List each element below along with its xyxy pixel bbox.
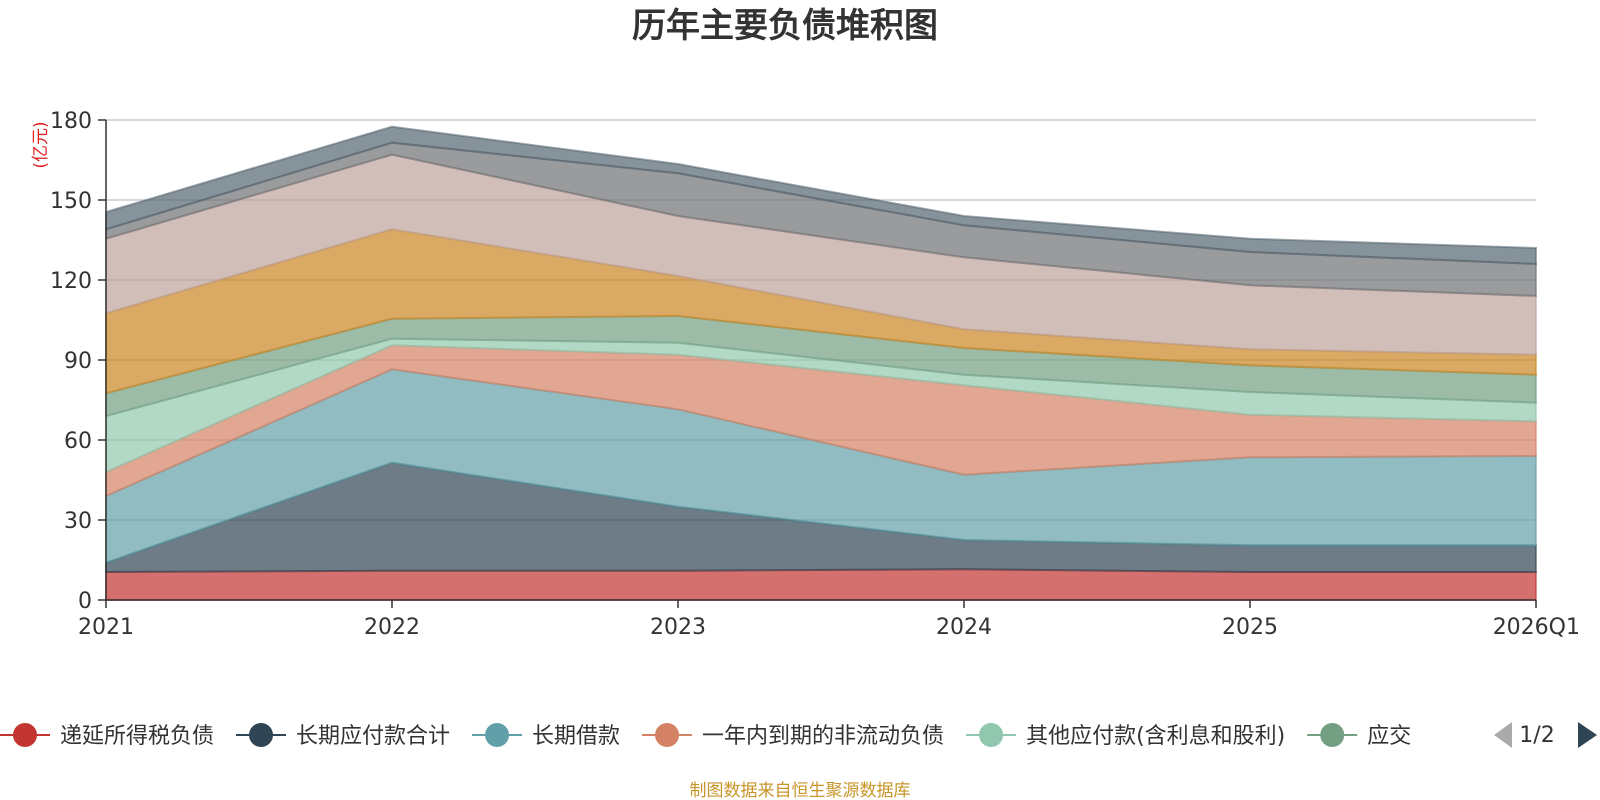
y-axis-unit: (亿元) <box>31 121 51 168</box>
legend-item[interactable]: 长期应付款合计 <box>236 723 450 749</box>
area-series-1[interactable] <box>105 568 1537 601</box>
legend-marker <box>979 723 1004 747</box>
legend-prev-icon[interactable] <box>1494 722 1512 748</box>
legend-item[interactable]: 应交 <box>1307 723 1411 749</box>
legend-label: 应交 <box>1367 724 1411 749</box>
legend-label: 一年内到期的非流动负债 <box>702 724 944 749</box>
x-tick-label: 2021 <box>78 615 134 640</box>
x-tick-label: 2023 <box>650 615 706 640</box>
area-series-10[interactable] <box>105 125 1537 266</box>
legend-page-indicator: 1/2 <box>1519 723 1554 748</box>
legend-next-icon[interactable] <box>1578 722 1597 748</box>
legend-label: 长期借款 <box>532 724 620 749</box>
x-tick-label: 2025 <box>1222 615 1278 640</box>
y-tick-label: 150 <box>50 189 92 214</box>
legend: 递延所得税负债 长期应付款合计 长期借款 一年内到期的非流动负债 其他应付款(含利息和股… <box>0 722 1597 749</box>
legend-item[interactable]: 递延所得税负债 <box>0 723 214 749</box>
y-tick-label: 180 <box>50 109 92 134</box>
source-note: 制图数据来自恒生聚源数据库 <box>690 781 911 800</box>
legend-marker <box>13 723 37 747</box>
y-tick-label: 60 <box>64 429 92 454</box>
legend-marker <box>249 723 274 747</box>
y-tick-label: 90 <box>64 349 92 374</box>
legend-marker <box>1320 723 1345 747</box>
x-tick-label: 2026Q1 <box>1493 615 1580 640</box>
legend-item[interactable]: 一年内到期的非流动负债 <box>642 723 944 749</box>
x-tick-label: 2022 <box>364 615 420 640</box>
y-tick-label: 120 <box>50 269 92 294</box>
chart-title: 历年主要负债堆积图 <box>632 6 938 46</box>
legend-marker <box>485 723 510 747</box>
legend-label: 长期应付款合计 <box>296 724 450 749</box>
x-tick-label: 2024 <box>936 615 992 640</box>
legend-item[interactable]: 长期借款 <box>472 723 620 749</box>
legend-item[interactable]: 其他应付款(含利息和股利) <box>966 723 1285 749</box>
area-series <box>105 125 1537 601</box>
legend-marker <box>655 723 680 747</box>
x-axis-ticks: 2021 2022 2023 2024 2025 2026Q1 <box>78 600 1580 640</box>
legend-label: 其他应付款(含利息和股利) <box>1026 724 1285 749</box>
legend-label: 递延所得税负债 <box>60 724 214 749</box>
y-axis-ticks: 0 30 60 90 120 150 180 <box>50 109 106 614</box>
y-tick-label: 0 <box>78 589 92 614</box>
y-tick-label: 30 <box>64 509 92 534</box>
